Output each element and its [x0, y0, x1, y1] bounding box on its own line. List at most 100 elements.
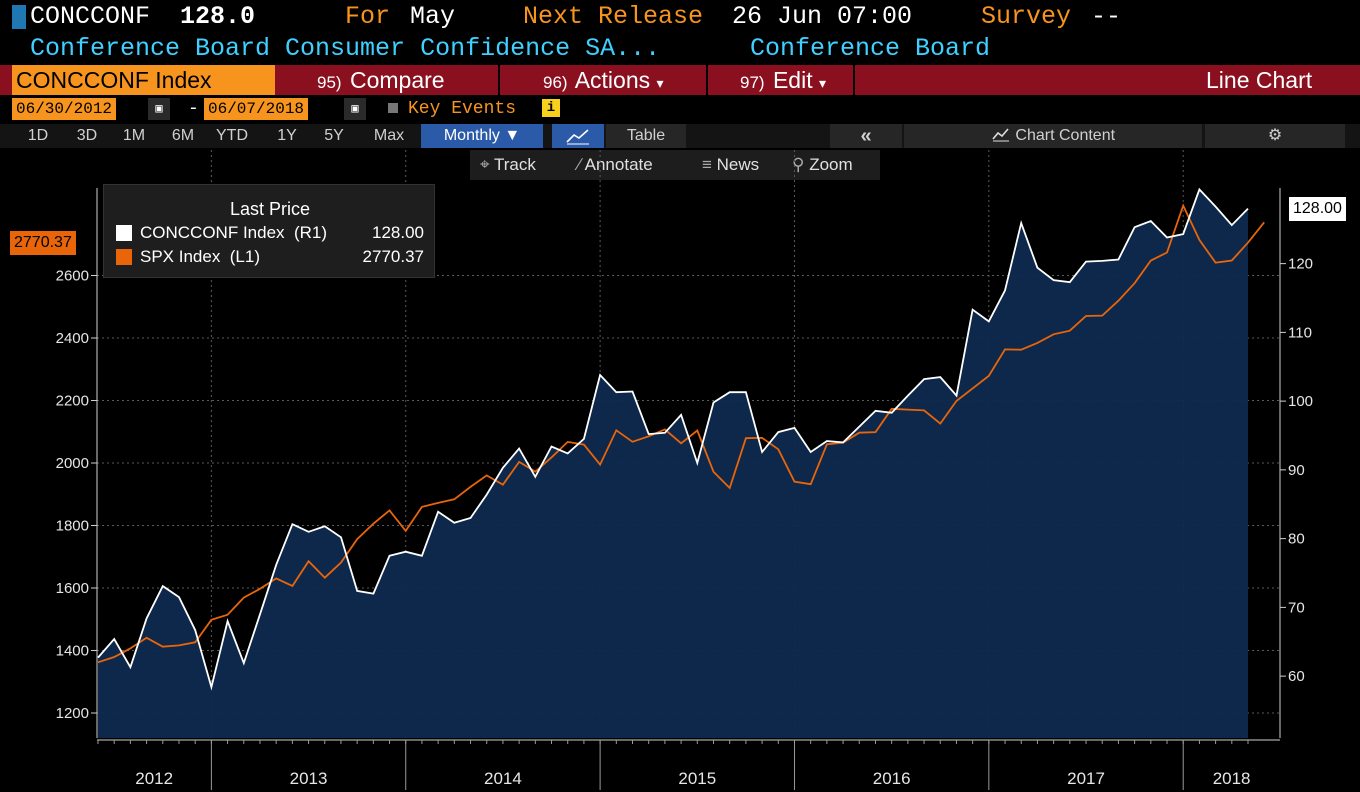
- concconf-line: [97, 187, 1249, 691]
- for-label: For: [345, 2, 391, 31]
- year-label: 2017: [1067, 769, 1105, 788]
- year-label: 2018: [1213, 769, 1251, 788]
- security-field[interactable]: CONCCONF Index: [12, 65, 275, 95]
- concconf-area: [98, 189, 1248, 738]
- news-icon: ≡: [702, 155, 712, 174]
- actions-button[interactable]: 96) Actions ▾: [543, 65, 664, 95]
- command-bar: CONCCONF Index 95) Compare 96) Actions ▾…: [0, 65, 1360, 95]
- left-tick-label: 1400: [56, 643, 89, 660]
- year-label: 2013: [290, 769, 328, 788]
- range-1m[interactable]: 1M: [122, 127, 146, 144]
- header-value: 128.0: [180, 2, 256, 31]
- zoom-label: Zoom: [809, 155, 853, 174]
- settings-gear-icon[interactable]: ⚙: [1205, 124, 1345, 148]
- zoom-button[interactable]: ⚲ Zoom: [792, 150, 853, 180]
- ticker-marker: [12, 5, 26, 29]
- left-tick-label: 2400: [56, 330, 89, 347]
- actions-number: 96): [543, 73, 568, 92]
- edit-caret-icon: ▾: [819, 75, 827, 91]
- pencil-icon: ∕: [578, 155, 581, 174]
- left-tick-label: 1200: [56, 705, 89, 722]
- magnifier-icon: ⚲: [792, 155, 805, 174]
- left-tick-label: 2600: [56, 268, 89, 285]
- legend-series1-label: CONCCONF Index (R1): [140, 223, 328, 242]
- right-tick-label: 110: [1288, 324, 1312, 341]
- key-events-label[interactable]: Key Events: [408, 99, 517, 119]
- header-row-1: CONCCONF 128.0 For May Next Release 26 J…: [0, 0, 1360, 34]
- end-calendar-icon[interactable]: ▣: [344, 98, 366, 120]
- line-chart[interactable]: 1200 1400 1600 1800 2000 2200 2400 2600 60 70 80 90…: [0, 150, 1360, 792]
- year-label: 2012: [135, 769, 173, 788]
- collapse-button[interactable]: «: [830, 124, 902, 148]
- table-button[interactable]: Table: [606, 124, 686, 148]
- frequency-dropdown[interactable]: Monthly ▼: [421, 124, 543, 148]
- legend-series2-label: SPX Index (L1): [140, 247, 261, 266]
- year-label: 2014: [484, 769, 522, 788]
- survey-label: Survey: [981, 2, 1072, 31]
- compare-label: Compare: [349, 67, 445, 93]
- survey-value: --: [1091, 2, 1122, 31]
- next-release-value: 26 Jun 07:00: [732, 2, 913, 31]
- chart-tools-bar: ⌖ Track ∕ Annotate ≡ News ⚲ Zoom: [470, 150, 880, 180]
- legend-swatch-spx: [116, 249, 132, 265]
- key-events-checkbox[interactable]: [388, 103, 398, 113]
- chart-content-icon: [991, 127, 1015, 144]
- news-button[interactable]: ≡ News: [702, 150, 759, 180]
- header-ticker: CONCCONF: [30, 2, 151, 31]
- chart-content-label: Chart Content: [1015, 127, 1116, 144]
- track-label: Track: [494, 155, 536, 174]
- legend-title: Last Price: [229, 199, 311, 219]
- chart-toolbar: 1D 3D 1M 6M YTD 1Y 5Y Max Monthly ▼ Tabl…: [0, 124, 1360, 148]
- annotate-label: Annotate: [584, 155, 653, 174]
- annotate-button[interactable]: ∕ Annotate: [578, 150, 653, 180]
- legend-series2-value: 2770.37: [362, 247, 424, 266]
- series-source: Conference Board: [750, 34, 991, 63]
- line-chart-icon[interactable]: [552, 124, 604, 148]
- right-tick-label: 80: [1288, 531, 1305, 548]
- edit-number: 97): [740, 73, 765, 92]
- left-tick-label: 1800: [56, 518, 89, 535]
- start-calendar-icon[interactable]: ▣: [148, 98, 170, 120]
- actions-caret-icon: ▾: [656, 75, 664, 91]
- track-button[interactable]: ⌖ Track: [480, 150, 536, 180]
- right-tick-label: 90: [1288, 462, 1305, 479]
- chart-axes: 1200 1400 1600 1800 2000 2200 2400 2600 60 70 80 90…: [56, 188, 1313, 790]
- left-tick-label: 2000: [56, 455, 89, 472]
- range-6m[interactable]: 6M: [171, 127, 195, 144]
- series-description: Conference Board Consumer Confidence SA.…: [30, 34, 661, 63]
- range-max[interactable]: Max: [373, 127, 405, 144]
- right-tick-label: 70: [1288, 599, 1305, 616]
- date-range-row: 06/30/2012 ▣ - 06/07/2018 ▣ Key Events i: [0, 97, 1360, 121]
- chart-type-label[interactable]: Line Chart: [1206, 67, 1313, 93]
- range-5y[interactable]: 5Y: [324, 127, 344, 144]
- spx-line: [97, 203, 1265, 664]
- range-1y[interactable]: 1Y: [277, 127, 297, 144]
- for-month: May: [410, 2, 456, 31]
- next-release-label: Next Release: [523, 2, 704, 31]
- range-1d[interactable]: 1D: [27, 127, 49, 144]
- spx-last-price-tag: 2770.37: [10, 230, 76, 255]
- year-label: 2015: [678, 769, 716, 788]
- crosshair-icon: ⌖: [480, 155, 490, 174]
- header-row-2: Conference Board Consumer Confidence SA.…: [0, 34, 1360, 64]
- edit-label: Edit: [772, 67, 813, 93]
- end-date-field[interactable]: 06/07/2018: [204, 98, 309, 120]
- range-3d[interactable]: 3D: [76, 127, 98, 144]
- right-tick-label: 100: [1288, 393, 1313, 410]
- edit-button[interactable]: 97) Edit ▾: [740, 65, 826, 95]
- start-date-field[interactable]: 06/30/2012: [12, 98, 117, 120]
- chart-content-button[interactable]: Chart Content: [904, 124, 1202, 148]
- range-ytd[interactable]: YTD: [216, 127, 248, 144]
- year-label: 2016: [873, 769, 911, 788]
- info-icon[interactable]: i: [542, 99, 560, 117]
- legend[interactable]: Last Price CONCCONF Index (R1) 128.00 SP…: [103, 184, 435, 278]
- right-tick-label: 60: [1288, 668, 1305, 685]
- left-tick-label: 2200: [56, 393, 89, 410]
- legend-series1-value: 128.00: [372, 223, 424, 242]
- compare-number: 95): [317, 73, 342, 92]
- news-label: News: [716, 155, 760, 174]
- left-tick-label: 1600: [56, 580, 89, 597]
- date-range-dash: -: [188, 99, 199, 119]
- compare-button[interactable]: 95) Compare: [317, 65, 445, 95]
- concconf-last-price-tag: 128.00: [1289, 196, 1346, 221]
